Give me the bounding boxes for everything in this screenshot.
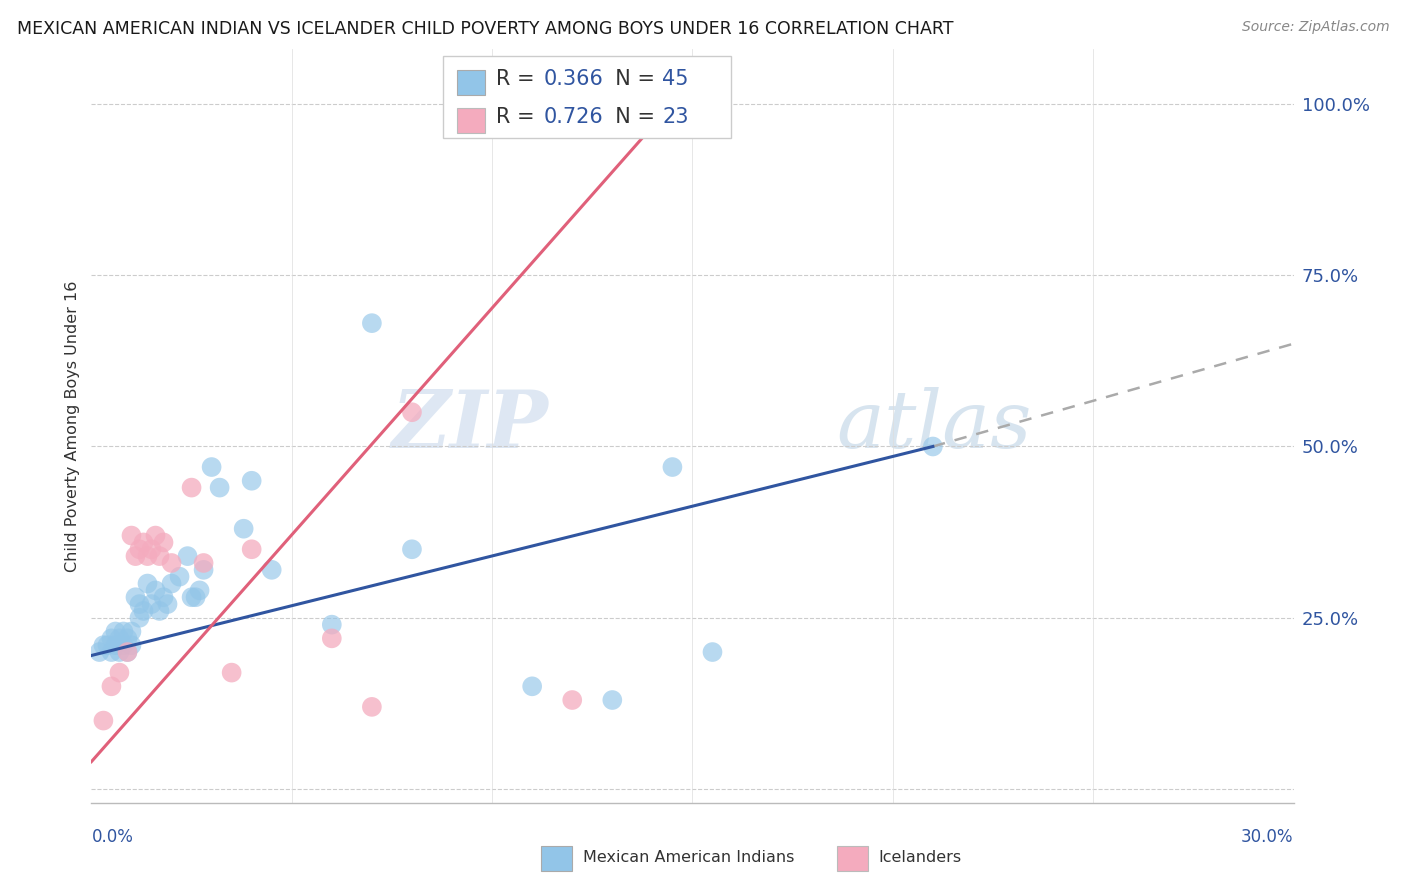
Point (360, 699, 382, 714)
Point (401, 405, 423, 419)
Point (321, 632, 343, 646)
Point (661, 96, 683, 111)
Point (121, 638, 143, 652)
Point (121, 624, 143, 639)
Text: ZIP: ZIP (391, 387, 548, 465)
Point (108, 665, 131, 680)
Point (401, 542, 423, 557)
Point (561, 693, 583, 707)
Point (201, 460, 224, 475)
Point (100, 679, 122, 693)
Point (117, 645, 139, 659)
Point (100, 632, 122, 646)
Text: 0.0%: 0.0% (91, 828, 134, 846)
Point (117, 645, 139, 659)
Point (96, 638, 118, 652)
Text: 30.0%: 30.0% (1241, 828, 1294, 846)
Point (141, 597, 163, 611)
Point (128, 611, 150, 625)
Point (148, 604, 170, 618)
Point (132, 604, 155, 618)
Point (661, 460, 683, 475)
Point (145, 583, 167, 598)
Text: atlas: atlas (837, 387, 1032, 465)
Point (112, 624, 135, 639)
Text: 45: 45 (662, 69, 689, 89)
Point (260, 563, 283, 577)
Point (132, 535, 155, 549)
Text: R =: R = (496, 107, 541, 127)
Point (121, 528, 143, 542)
Point (93, 714, 115, 728)
Point (208, 481, 231, 495)
Point (104, 638, 127, 652)
Point (104, 624, 127, 639)
Point (180, 591, 202, 605)
Point (89, 645, 111, 659)
Point (152, 591, 174, 605)
Point (108, 645, 131, 659)
Text: 23: 23 (662, 107, 689, 127)
Point (160, 576, 183, 591)
Text: N =: N = (602, 107, 661, 127)
Point (193, 556, 215, 570)
Point (232, 522, 254, 536)
Point (193, 563, 215, 577)
Point (141, 542, 163, 557)
Text: 0.726: 0.726 (544, 107, 603, 127)
Point (100, 645, 122, 659)
Point (108, 632, 131, 646)
Point (112, 638, 135, 652)
Point (93, 638, 115, 652)
Point (240, 542, 263, 557)
Text: MEXICAN AMERICAN INDIAN VS ICELANDER CHILD POVERTY AMONG BOYS UNDER 16 CORRELATI: MEXICAN AMERICAN INDIAN VS ICELANDER CHI… (17, 20, 953, 37)
Point (128, 597, 150, 611)
Text: Icelanders: Icelanders (879, 850, 962, 864)
Point (180, 481, 202, 495)
Point (188, 583, 211, 598)
Text: 0.366: 0.366 (544, 69, 605, 89)
Point (128, 542, 150, 557)
Text: Mexican American Indians: Mexican American Indians (583, 850, 794, 864)
Point (522, 679, 544, 693)
Point (922, 440, 945, 454)
Text: R =: R = (496, 69, 541, 89)
Point (136, 549, 159, 563)
Point (124, 591, 146, 605)
Point (240, 474, 263, 488)
Point (117, 632, 139, 646)
Point (145, 528, 167, 542)
Point (321, 617, 343, 632)
Point (602, 693, 624, 707)
Point (124, 549, 146, 563)
Point (136, 576, 159, 591)
Point (160, 556, 183, 570)
Point (152, 535, 174, 549)
Point (702, 645, 724, 659)
Point (176, 549, 198, 563)
Text: N =: N = (602, 69, 661, 89)
Point (148, 549, 170, 563)
Point (360, 316, 382, 330)
Point (169, 570, 191, 584)
Point (184, 591, 207, 605)
Point (221, 665, 243, 680)
Text: Source: ZipAtlas.com: Source: ZipAtlas.com (1241, 20, 1389, 34)
Point (156, 597, 179, 611)
Y-axis label: Child Poverty Among Boys Under 16: Child Poverty Among Boys Under 16 (65, 280, 80, 572)
